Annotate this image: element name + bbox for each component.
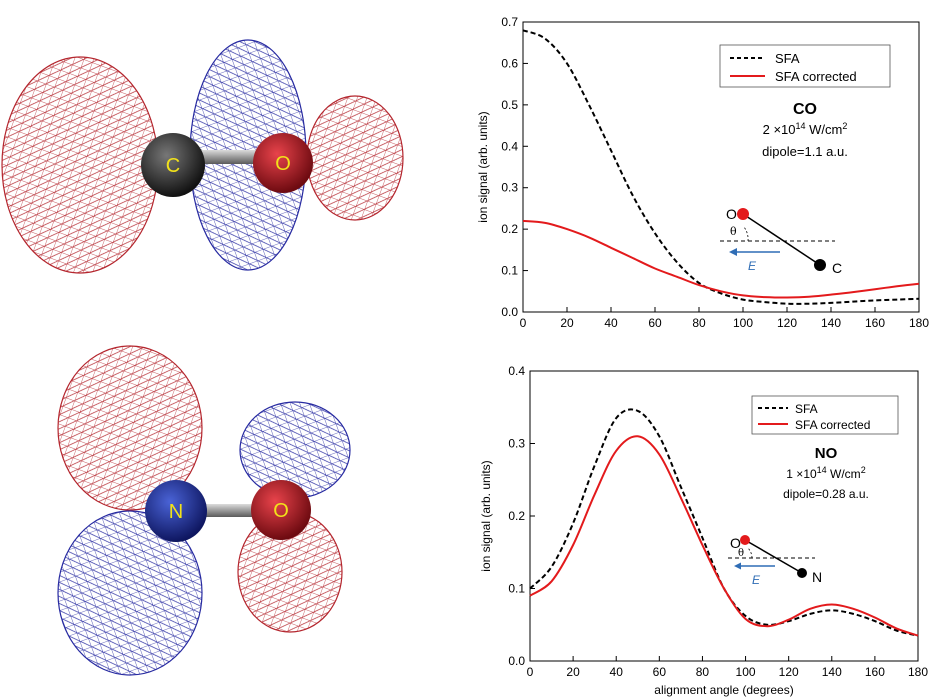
co-sfa-corrected-line xyxy=(522,219,920,299)
no-inset-theta-label: θ xyxy=(738,548,744,559)
co-x-tick-label: 120 xyxy=(777,316,797,330)
co-chart-series xyxy=(522,29,920,305)
co-legend-corrected-label: SFA corrected xyxy=(775,69,857,84)
no-sfa-corrected-line xyxy=(529,435,919,637)
co-x-tick-label: 20 xyxy=(560,316,574,330)
co-sfa-line xyxy=(522,29,920,305)
co-inset-top-atom xyxy=(737,208,749,220)
no-inset-top-atom xyxy=(740,535,750,545)
co-x-tick-label: 140 xyxy=(821,316,841,330)
no-orbital-render: N O xyxy=(57,345,351,676)
co-x-tick-label: 0 xyxy=(520,316,527,330)
co-inset-angle-arc xyxy=(743,226,749,242)
no-y-tick-label: 0.3 xyxy=(508,437,525,451)
no-blue-lobe-bottom xyxy=(57,510,203,676)
co-chart-ticks: 0 20 40 60 80 100 120 140 160 180 0.0 0.1 0.2 0.3 0.4 0… xyxy=(501,15,929,330)
co-y-axis-label: ion signal (arb. units) xyxy=(476,111,490,222)
co-chart: 0 20 40 60 80 100 120 140 160 180 0.0 0.1 0.2 0.3 0.4 0… xyxy=(476,15,929,330)
no-intensity-label: 1 ×1014 W/cm2 xyxy=(786,465,865,481)
no-geometry-inset: O N θ E xyxy=(728,535,822,587)
no-x-tick-label: 100 xyxy=(736,665,756,679)
co-inset-bond xyxy=(742,213,821,266)
no-x-tick-label: 80 xyxy=(696,665,710,679)
no-y-axis-label: ion signal (arb. units) xyxy=(479,460,493,571)
no-chart-ticks: 0 20 40 60 80 100 120 140 160 180 0.0 0.1 0.2 0.3 0.4 xyxy=(508,364,928,679)
co-orbital-render: C O xyxy=(1,39,404,274)
no-x-tick-label: 60 xyxy=(653,665,667,679)
no-inset-field-label: E xyxy=(752,573,761,587)
co-y-tick-label: 0.0 xyxy=(501,305,518,319)
no-inset-top-atom-label: O xyxy=(730,535,741,551)
co-molecule-label: CO xyxy=(793,101,817,118)
co-x-tick-label: 80 xyxy=(692,316,706,330)
no-y-tick-label: 0.1 xyxy=(508,582,525,596)
co-legend: SFA SFA corrected xyxy=(719,44,891,88)
co-x-tick-label: 180 xyxy=(909,316,929,330)
co-y-tick-label: 0.2 xyxy=(501,222,518,236)
co-atom-2 xyxy=(253,133,313,193)
co-inset-theta-label: θ xyxy=(730,225,737,238)
co-inset-top-atom-label: O xyxy=(726,206,737,222)
no-legend-box xyxy=(751,395,899,435)
no-inset-angle-arc xyxy=(747,547,753,559)
no-chart: 0 20 40 60 80 100 120 140 160 1800.00.10.20.30.4 … xyxy=(479,364,928,697)
co-y-tick-label: 0.6 xyxy=(501,56,518,70)
co-atom-1-label: C xyxy=(166,155,180,177)
co-x-tick-label: 60 xyxy=(648,316,662,330)
no-chart-series xyxy=(529,408,919,637)
co-atom-2-label: O xyxy=(275,153,291,175)
co-y-tick-label: 0.4 xyxy=(501,139,518,153)
co-inset-bottom-atom xyxy=(814,259,826,271)
no-atom-2-label: O xyxy=(273,500,289,522)
co-legend-sfa-label: SFA xyxy=(775,51,800,66)
no-x-tick-label: 20 xyxy=(566,665,580,679)
co-intensity-label: 2 ×1014 W/cm2 xyxy=(763,121,848,137)
co-red-lobe-right xyxy=(306,95,404,221)
no-x-tick-label: 0 xyxy=(527,665,534,679)
no-y-tick-label: 0.4 xyxy=(508,364,525,378)
no-atom-1 xyxy=(145,480,207,542)
no-x-axis-label: alignment angle (degrees) xyxy=(654,683,793,697)
no-inset-bottom-atom xyxy=(797,568,807,578)
no-red-lobe-top xyxy=(57,345,203,511)
no-inset-field-arrowhead xyxy=(734,562,741,570)
no-inset-bond xyxy=(744,539,803,574)
no-atom-1-label: N xyxy=(169,501,183,523)
co-chart-frame xyxy=(522,21,920,313)
no-x-tick-label: 120 xyxy=(779,665,799,679)
no-x-tick-label: 40 xyxy=(610,665,624,679)
no-legend: SFA SFA corrected xyxy=(751,395,899,435)
no-legend-sfa-label: SFA xyxy=(795,402,818,416)
no-y-tick-label: 0.2 xyxy=(508,509,525,523)
co-legend-box xyxy=(719,44,891,88)
co-inset-field-label: E xyxy=(748,259,757,273)
no-sfa-line xyxy=(529,408,919,637)
no-y-tick-label: 0.0 xyxy=(508,654,525,668)
co-x-tick-label: 100 xyxy=(733,316,753,330)
co-inset-bottom-atom-label: C xyxy=(832,260,842,276)
co-y-tick-label: 0.5 xyxy=(501,98,518,112)
co-geometry-inset: O C θ E xyxy=(720,206,842,276)
co-inset-field-arrowhead xyxy=(729,248,737,256)
no-x-tick-label: 140 xyxy=(822,665,842,679)
co-y-tick-label: 0.1 xyxy=(501,264,518,278)
co-dipole-label: dipole=1.1 a.u. xyxy=(762,144,848,159)
co-red-lobe-left xyxy=(1,56,159,274)
co-y-tick-label: 0.7 xyxy=(501,15,518,29)
co-y-tick-label: 0.3 xyxy=(501,181,518,195)
no-x-tick-label: 180 xyxy=(908,665,928,679)
no-dipole-label: dipole=0.28 a.u. xyxy=(783,487,869,501)
no-inset-bottom-atom-label: N xyxy=(812,569,822,585)
co-x-tick-label: 40 xyxy=(604,316,618,330)
no-x-tick-label: 160 xyxy=(865,665,885,679)
co-atom-1 xyxy=(141,133,205,197)
no-atom-2 xyxy=(251,480,311,540)
no-molecule-label: NO xyxy=(815,445,838,462)
co-x-tick-label: 160 xyxy=(865,316,885,330)
no-legend-corrected-label: SFA corrected xyxy=(795,418,870,432)
